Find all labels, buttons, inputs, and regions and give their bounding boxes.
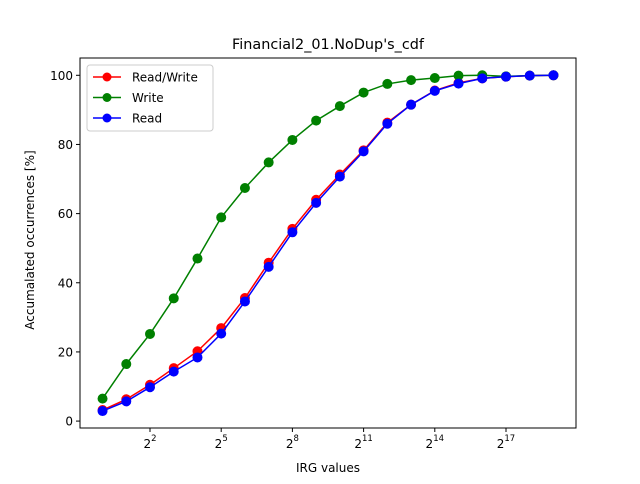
chart-title: Financial2_01.NoDup's_cdf — [232, 37, 425, 53]
x-tick-power: 2 — [151, 434, 156, 444]
y-tick-label: 20 — [58, 345, 73, 359]
legend-label: Read/Write — [132, 71, 198, 85]
x-tick-label: 217 — [497, 434, 515, 451]
data-point — [145, 328, 156, 339]
data-point — [168, 366, 179, 377]
data-point — [311, 115, 322, 126]
x-tick-base: 2 — [143, 437, 151, 451]
data-point — [216, 212, 227, 223]
y-tick-label: 40 — [58, 276, 73, 290]
x-tick-base: 2 — [215, 437, 223, 451]
x-tick-label: 22 — [143, 434, 156, 451]
legend: Read/Write Write Read — [86, 64, 214, 132]
data-point — [263, 157, 274, 168]
data-point — [524, 70, 535, 81]
data-point — [334, 101, 345, 112]
legend-frame — [86, 64, 214, 132]
data-point — [97, 393, 108, 404]
legend-label: Read — [132, 112, 162, 126]
x-tick-power: 17 — [504, 434, 515, 444]
y-tick-label: 100 — [50, 69, 73, 83]
data-point — [121, 359, 132, 370]
legend-swatch-marker — [102, 72, 112, 82]
x-tick-base: 2 — [286, 437, 294, 451]
data-point — [287, 227, 298, 238]
x-tick-power: 5 — [222, 434, 227, 444]
data-point — [406, 75, 417, 86]
data-point — [477, 73, 488, 84]
x-tick-base: 2 — [426, 437, 434, 451]
x-tick-base: 2 — [354, 437, 362, 451]
data-point — [239, 296, 250, 307]
x-tick-power: 14 — [433, 434, 444, 444]
x-tick-label: 28 — [286, 434, 299, 451]
y-tick-label: 60 — [58, 207, 73, 221]
y-tick-label: 0 — [65, 415, 73, 429]
data-point — [548, 70, 559, 81]
legend-label: Write — [132, 91, 164, 105]
data-point — [239, 183, 250, 194]
y-axis-label: Accumalated occurrences [%] — [23, 150, 37, 329]
data-point — [168, 293, 179, 304]
data-point — [429, 73, 440, 84]
series-2 — [97, 70, 559, 417]
data-point — [453, 78, 464, 89]
legend-swatch-marker — [102, 113, 112, 123]
x-tick-power: 11 — [362, 434, 373, 444]
data-point — [334, 171, 345, 182]
data-point — [358, 146, 369, 157]
plot-series — [97, 70, 559, 417]
data-point — [263, 261, 274, 272]
data-point — [311, 197, 322, 208]
data-point — [500, 71, 511, 82]
x-axis-label: IRG values — [296, 461, 360, 475]
x-tick-base: 2 — [497, 437, 505, 451]
plot-area-frame — [79, 57, 577, 429]
y-tick-label: 80 — [58, 138, 73, 152]
data-point — [145, 382, 156, 393]
x-tick-label: 25 — [215, 434, 228, 451]
data-point — [121, 396, 132, 407]
x-tick-label: 214 — [426, 434, 444, 451]
data-point — [358, 87, 369, 98]
data-point — [192, 253, 203, 264]
data-point — [216, 328, 227, 339]
data-point — [429, 85, 440, 96]
data-point — [382, 118, 393, 129]
x-tick-power: 8 — [294, 434, 299, 444]
x-tick-label: 211 — [354, 434, 372, 451]
data-point — [406, 99, 417, 110]
data-point — [192, 352, 203, 363]
data-point — [287, 134, 298, 145]
legend-swatch-marker — [102, 93, 112, 102]
data-point — [97, 406, 108, 417]
data-point — [382, 78, 393, 89]
